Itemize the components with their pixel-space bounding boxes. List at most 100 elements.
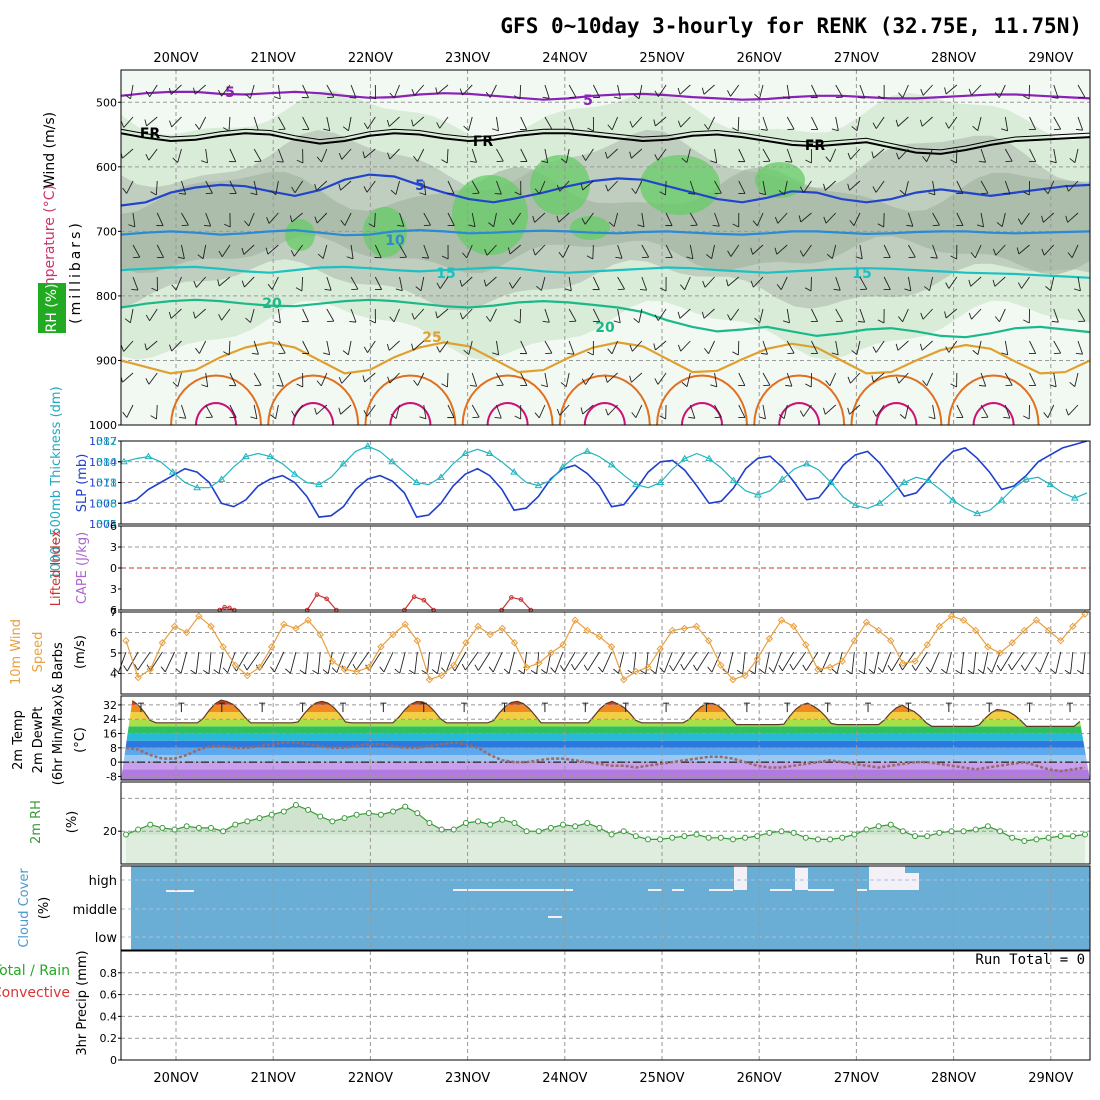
upper-wind-barb	[754, 84, 764, 99]
barb-staff	[1068, 180, 1079, 192]
barb-flag	[369, 95, 376, 100]
isotherm-line	[292, 401, 335, 426]
ytick-label: 8	[110, 742, 117, 755]
barb-staff	[853, 212, 861, 226]
barb-flag	[825, 156, 831, 163]
upper-wind-barb	[738, 404, 746, 419]
barb-flag	[556, 215, 560, 223]
barb-flag	[545, 352, 552, 354]
barb-staff	[1077, 340, 1084, 355]
barb-flag	[324, 288, 332, 291]
rh2m-point	[475, 818, 482, 825]
rh2m-point	[135, 826, 142, 833]
wind10-barb	[408, 651, 418, 675]
barb-staff	[1004, 372, 1013, 386]
upper-wind-barb	[363, 340, 376, 353]
barb-staff	[973, 651, 977, 674]
wind10-speed-point	[935, 622, 944, 631]
rh2m-point	[802, 834, 809, 841]
temp2m-frame	[120, 695, 1091, 781]
rh2m-point	[693, 831, 700, 838]
barb-staff	[1077, 308, 1086, 322]
barb-staff	[126, 404, 134, 418]
upper-wind-barb	[223, 212, 231, 228]
barb-flag	[389, 92, 395, 99]
barb-flag	[736, 669, 743, 675]
upper-wind-barb	[532, 212, 546, 223]
upper-wind-barb	[605, 180, 618, 192]
upper-wind-barb	[681, 372, 691, 387]
barb-flag	[613, 320, 621, 324]
barb-flag	[629, 151, 632, 159]
barb-staff	[738, 180, 746, 194]
rh2m-point	[924, 833, 931, 840]
barb-flag	[846, 669, 853, 675]
wind10-speed-point	[267, 643, 276, 651]
wind10-speed-point	[450, 661, 458, 670]
barb-flag	[534, 412, 540, 419]
barb-flag	[369, 319, 376, 324]
barb-staff	[926, 372, 934, 386]
barb-flag	[1041, 248, 1045, 256]
thickness-point	[607, 460, 616, 468]
barb-staff	[228, 340, 231, 356]
top-date-label: 28NOV	[931, 51, 976, 66]
barb-flag	[580, 407, 584, 415]
isotherm-label: 15	[436, 266, 455, 282]
upper-wind-barb	[629, 372, 643, 383]
ytick-label: 0	[110, 562, 117, 575]
barb-staff	[930, 651, 940, 673]
ylabel-convective: Convective	[0, 985, 70, 1001]
isotherm-line	[364, 374, 457, 426]
upper-wind-barb	[295, 276, 304, 292]
barb-staff	[249, 84, 255, 99]
upper-wind-barb	[950, 148, 958, 164]
thickness-point	[583, 447, 592, 454]
isotherm-line	[120, 265, 1091, 279]
upper-wind-barb	[218, 308, 231, 321]
barb-flag	[131, 288, 139, 291]
upper-wind-barb	[195, 340, 207, 354]
upper-wind-barb	[564, 276, 572, 292]
upper-wind-barb	[491, 116, 499, 132]
barb-flag	[302, 129, 309, 130]
barb-staff	[305, 651, 309, 674]
upper-wind-barb	[956, 180, 964, 195]
barb-staff	[538, 404, 546, 418]
wind10-barb	[659, 651, 673, 673]
barb-staff	[534, 212, 546, 223]
thickness-point	[437, 473, 445, 480]
barb-flag	[513, 95, 521, 100]
barb-staff	[998, 84, 1006, 98]
barb-staff	[221, 308, 231, 321]
barb-flag	[629, 375, 632, 383]
barb-staff	[764, 651, 770, 674]
barb-staff	[635, 404, 643, 418]
wind10-barb	[736, 651, 746, 675]
barb-staff	[786, 372, 793, 387]
barb-staff	[156, 404, 158, 420]
wind10-speed-point	[1057, 636, 1065, 645]
wind10-barb	[597, 651, 612, 673]
barb-flag	[241, 280, 245, 288]
barb-staff	[302, 116, 310, 130]
barb-flag	[1075, 128, 1083, 131]
upper-wind-barb	[435, 308, 449, 319]
barb-flag	[1023, 191, 1030, 196]
upper-wind-barb	[558, 244, 570, 258]
upper-wind-barb	[1004, 372, 1013, 386]
cloud-gap	[905, 873, 919, 890]
barb-flag	[922, 156, 927, 162]
upper-wind-barb	[172, 148, 182, 163]
barb-staff	[544, 308, 550, 323]
upper-wind-barb	[120, 116, 134, 128]
barb-staff	[613, 212, 619, 227]
barb-staff	[137, 651, 151, 671]
upper-wind-barb	[317, 244, 328, 259]
upper-wind-barb	[520, 148, 528, 162]
thickness-point	[558, 462, 567, 470]
ylabel-cape: CAPE (J/kg)	[75, 532, 90, 604]
wind10-speed-point	[134, 673, 142, 682]
wind10-barb	[394, 651, 406, 674]
barb-flag	[826, 253, 833, 259]
